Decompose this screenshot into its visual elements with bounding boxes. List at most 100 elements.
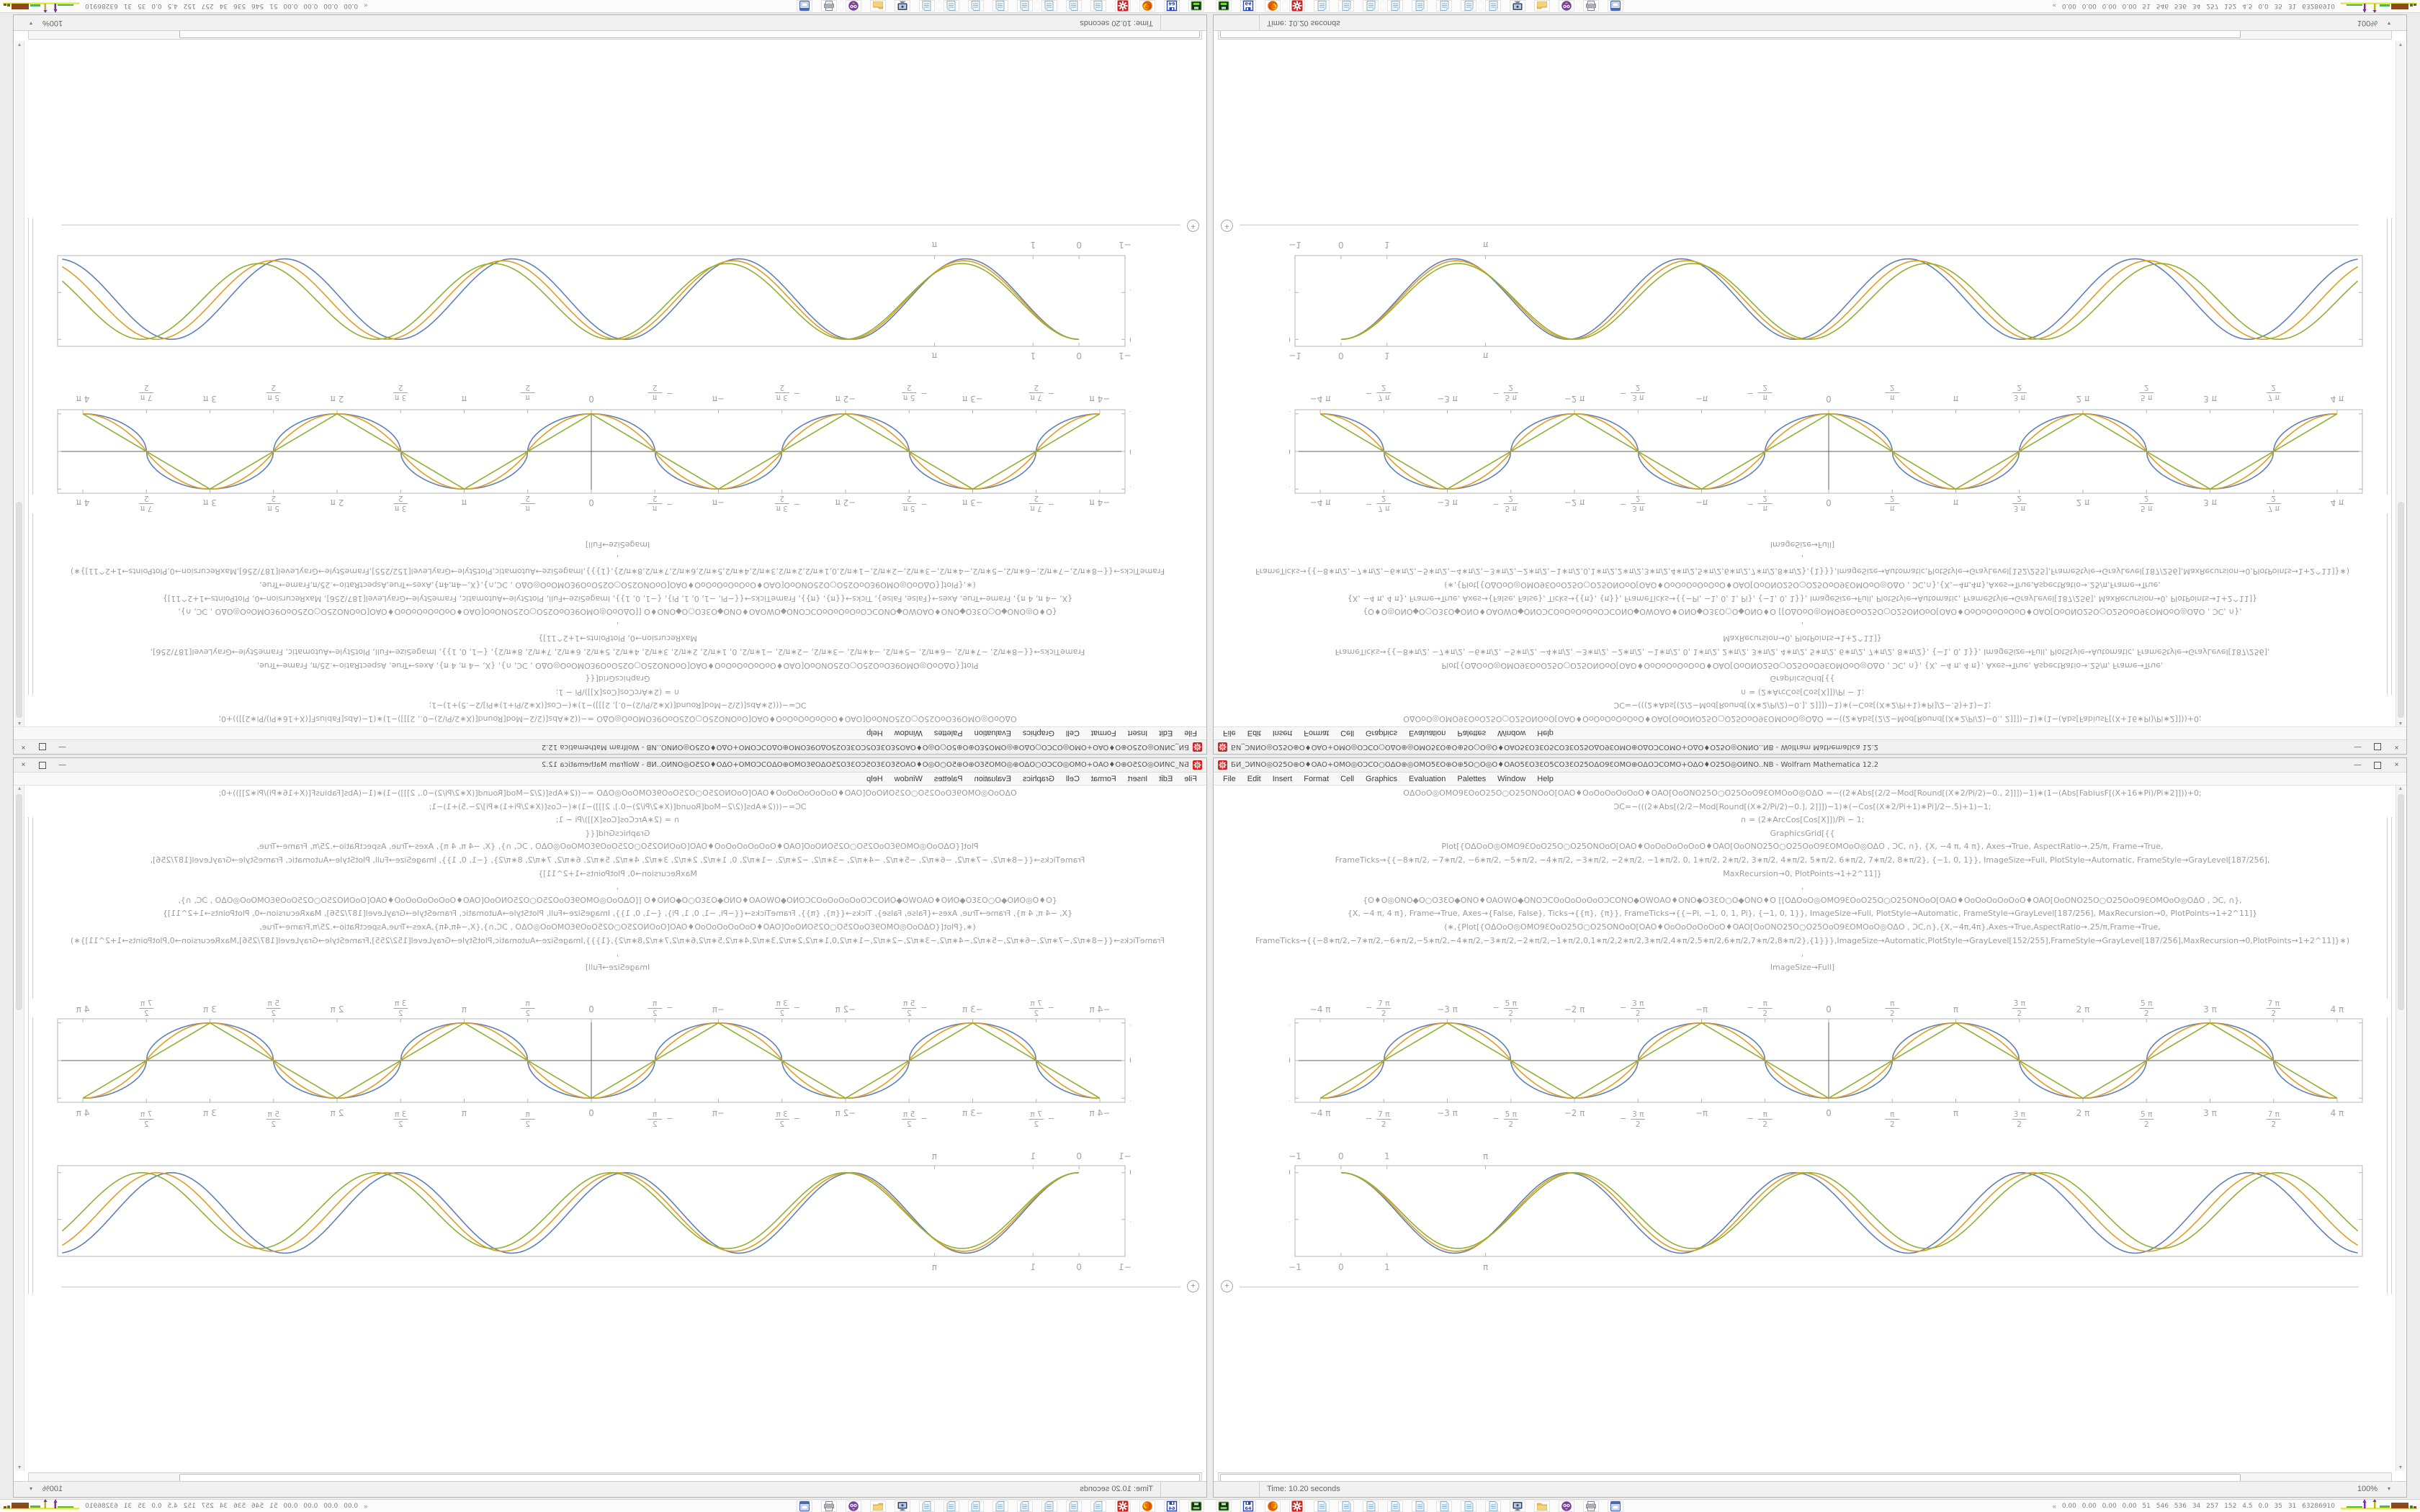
green-console-icon[interactable] [1188,0,1204,12]
notebook-document-icon[interactable] [1412,0,1428,12]
code-line[interactable]: FrameTicks→{{−8∗π/2, −7∗π/2, −6∗π/2, −5∗… [1335,647,2270,657]
vertical-scrollbar[interactable]: ▲ ▼ [15,41,24,726]
code-line[interactable]: , [616,882,619,892]
printer-icon[interactable] [821,1500,837,1512]
magnification-arrow-icon[interactable]: ▾ [2387,20,2390,27]
notebook-document-icon[interactable] [1041,0,1057,12]
notebook-document-icon[interactable] [992,1500,1008,1512]
code-line[interactable]: , [1801,553,1804,563]
scroll-up-icon[interactable]: ▲ [2398,786,2403,791]
tray-expander-icon[interactable]: « [2052,1502,2056,1510]
menu-item-evaluation[interactable]: Evaluation [1409,774,1446,783]
folder-icon[interactable] [1534,1500,1550,1512]
tray-expander-icon[interactable]: « [364,2,368,10]
menu-item-window[interactable]: Window [894,774,923,783]
code-line[interactable]: FrameTicks→{{−8∗π/2,−7∗π/2,−6∗π/2,−5∗π/2… [70,567,1165,577]
minimize-button[interactable]: — [2354,743,2362,751]
scroll-down-icon[interactable]: ▼ [2398,1465,2403,1470]
menu-item-help[interactable]: Help [866,729,883,738]
code-line[interactable]: {X, −4 π, 4 π}, Frame→True, Axes→{False,… [1347,593,2258,603]
menu-item-file[interactable]: File [1184,729,1197,738]
firefox-icon[interactable] [1139,0,1155,12]
menu-item-graphics[interactable]: Graphics [1022,774,1054,783]
maximize-button[interactable] [2367,740,2387,754]
code-line[interactable]: FrameTicks→{{−8∗π/2,−7∗π/2,−6∗π/2,−5∗π/2… [70,935,1165,945]
notebook-document-icon[interactable] [1066,1500,1082,1512]
code-cell-block[interactable]: OΔOoO◎OMO9ƐOoO25O○O25ONOoO[OAO♦OoOoOoOoO… [1235,787,2370,974]
menu-item-window[interactable]: Window [894,729,923,738]
minimize-button[interactable]: — [58,761,66,769]
notebook-document-icon[interactable] [1017,1500,1033,1512]
firefox-icon[interactable] [1265,0,1281,12]
notebook-document-icon[interactable] [1387,0,1403,12]
blue-window-icon[interactable] [1608,0,1623,12]
folder-icon[interactable] [870,1500,886,1512]
menu-item-edit[interactable]: Edit [1247,774,1261,783]
notebook-document-icon[interactable] [1461,0,1476,12]
code-line[interactable]: FrameTicks→{{−8∗π/2, −7∗π/2, −6∗π/2, −5∗… [150,647,1085,657]
menu-item-insert[interactable]: Insert [1127,729,1148,738]
magnification-arrow-icon[interactable]: ▾ [2387,1485,2390,1492]
menu-item-edit[interactable]: Edit [1159,774,1173,783]
code-line[interactable]: GraphicsGrid[{{ [585,674,650,684]
code-line[interactable]: ImageSize→Full] [585,962,650,972]
code-line[interactable]: GraphicsGrid[{{ [585,828,650,838]
insert-cell-plus-button[interactable]: + [1187,1280,1199,1292]
green-console-icon[interactable] [1216,1500,1232,1512]
close-button[interactable]: × [2394,761,2399,769]
insert-cell-plus-button[interactable]: + [1221,220,1233,232]
magnification-arrow-icon[interactable]: ▾ [30,1485,33,1492]
notebook-document-icon[interactable] [1436,1500,1452,1512]
code-line[interactable]: ƆC=−(((2∗Abs[(2/2−Mod[Round[(X∗2/Pi/2)−0… [1613,701,1991,711]
menu-item-palettes[interactable]: Palettes [933,774,963,783]
menu-item-palettes[interactable]: Palettes [933,729,963,738]
code-line[interactable]: ƆC=−(((2∗Abs[(2/2−Mod[Round[(X∗2/Pi/2)−0… [429,801,807,811]
notebook-document-icon[interactable] [919,0,935,12]
code-line[interactable]: OΔOoO◎OMO9ƐOoO25O○O25ONOoO[OAO♦OoOoOoOoO… [1403,714,2202,724]
code-line[interactable]: FrameTicks→{{−8∗π/2,−7∗π/2,−6∗π/2,−5∗π/2… [1255,935,2350,945]
code-line[interactable]: ƆC=−(((2∗Abs[(2/2−Mod[Round[(X∗2/Pi/2)−0… [1613,801,1991,811]
code-line[interactable]: GraphicsGrid[{{ [1770,674,1835,684]
code-line[interactable]: , [1801,949,1804,959]
monitor-icon[interactable] [895,1500,910,1512]
notebook-content[interactable]: OΔOoO◎OMO9ƐOoO25O○O25ONOoO[OAO♦OoOoOoOoO… [1214,41,2406,726]
code-line[interactable]: {X, −4 π, 4 π}, Frame→True, Axes→{False,… [162,593,1073,603]
scroll-up-icon[interactable]: ▲ [2398,721,2403,726]
menu-item-help[interactable]: Help [1537,774,1554,783]
code-line[interactable]: MaxRecursion→0, PlotPoints→1+2^11]} [1723,634,1882,644]
code-line[interactable]: ImageSize→Full] [585,540,650,550]
notebook-document-icon[interactable] [919,1500,935,1512]
horizontal-scrollbar[interactable] [1218,30,2392,40]
cell-bracket-outer[interactable] [28,817,29,1294]
scroll-up-icon[interactable]: ▲ [17,721,22,726]
cell-bracket-plots[interactable] [32,1017,33,1294]
notebook-document-icon[interactable] [1314,1500,1330,1512]
menu-item-graphics[interactable]: Graphics [1366,729,1398,738]
scroll-up-icon[interactable]: ▲ [17,786,22,791]
code-line[interactable]: (∗,{Plot[{OΔOoO◎OMO9ƐOoO25O○O25ONOoO[OAO… [1444,580,2161,590]
notebook-document-icon[interactable] [1363,1500,1379,1512]
code-cell-block[interactable]: OΔOoO◎OMO9ƐOoO25O○O25ONOoO[OAO♦OoOoOoOoO… [1235,538,2370,725]
menu-item-palettes[interactable]: Palettes [1457,729,1487,738]
cell-bracket-plots[interactable] [2387,1017,2388,1294]
maximize-button[interactable] [33,758,53,772]
firefox-icon[interactable] [1139,1500,1155,1512]
monitor-icon[interactable] [895,0,910,12]
horizontal-scrollbar[interactable] [28,30,1202,40]
menu-item-edit[interactable]: Edit [1159,729,1173,738]
purple-owl-icon[interactable] [846,1500,861,1512]
folder-icon[interactable] [870,0,886,12]
code-line[interactable]: GraphicsGrid[{{ [1770,828,1835,838]
menu-item-format[interactable]: Format [1304,729,1330,738]
code-line[interactable]: Plot[{OΔOoO◎OMO9ƐOoO25O○O25ONOoO[OAO♦OoO… [256,660,979,670]
menu-item-graphics[interactable]: Graphics [1022,729,1054,738]
monitor-icon[interactable] [1510,1500,1525,1512]
insert-cell-plus-button[interactable]: + [1221,1280,1233,1292]
firefox-icon[interactable] [1265,1500,1281,1512]
notebook-document-icon[interactable] [1017,0,1033,12]
menu-item-format[interactable]: Format [1090,729,1116,738]
tray-expander-icon[interactable]: « [2052,2,2056,10]
code-line[interactable]: , [616,553,619,563]
vertical-scroll-thumb[interactable] [2398,502,2404,718]
menu-item-window[interactable]: Window [1497,729,1526,738]
